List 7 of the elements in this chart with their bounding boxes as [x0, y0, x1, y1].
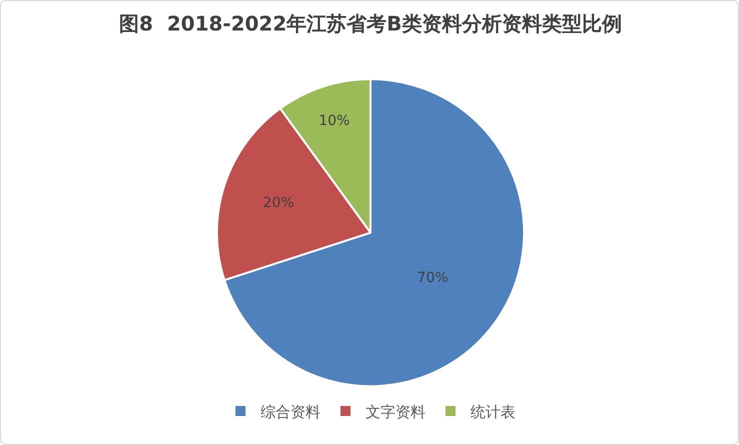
- legend-label: 综合资料: [260, 402, 320, 421]
- legend-label: 文字资料: [366, 402, 426, 421]
- legend-label: 统计表: [470, 402, 516, 421]
- chart-title: 图8 2018-2022年江苏省考B类资料分析资料类型比例: [119, 12, 622, 36]
- data-label: 10%: [318, 113, 350, 130]
- data-label: 70%: [417, 270, 448, 286]
- data-label: 20%: [262, 194, 294, 211]
